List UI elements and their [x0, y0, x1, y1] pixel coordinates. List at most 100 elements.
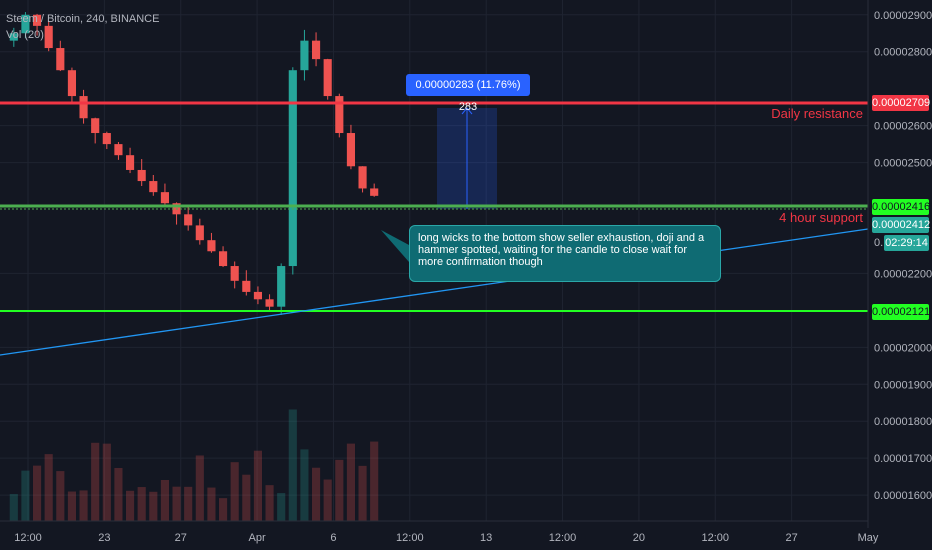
volume-bar	[125, 490, 135, 521]
four-hour-support-label: 4 hour support	[779, 210, 863, 225]
volume-bar	[102, 443, 111, 521]
candle-body	[346, 133, 356, 167]
daily-resistance-price-badge: 0.00002709	[872, 95, 931, 111]
volume-bar	[311, 467, 321, 521]
candle-body	[56, 48, 65, 71]
volume-bar	[335, 459, 344, 521]
volume-bar	[207, 487, 216, 521]
time-tick-label: 12:00	[396, 532, 424, 544]
volume-bar	[277, 493, 286, 521]
price-scale[interactable]: 0.00002900 0.00002800 0.00002600 0.00002500…	[874, 10, 932, 502]
obscured-price-tick: 0.	[874, 237, 884, 249]
time-tick-label: 12:00	[702, 532, 730, 544]
volume-bar	[288, 409, 297, 521]
candle-body	[91, 118, 100, 134]
time-tick-label: 20	[633, 532, 645, 544]
candle-body	[277, 266, 286, 307]
time-tick-label: Apr	[249, 532, 266, 544]
price-tick-label: 0.00001600	[874, 490, 932, 502]
volume-bar	[218, 498, 228, 521]
measure-label: 0.00000283 (11.76%) 283	[406, 74, 530, 113]
time-tick-label: 12:00	[549, 532, 577, 544]
price-tick-label: 0.00002800	[874, 47, 932, 59]
volume-bar	[160, 479, 170, 521]
candle-body	[242, 280, 251, 292]
volume-bar	[265, 485, 274, 521]
volume-indicator-title[interactable]: Vol (20)	[6, 29, 44, 41]
time-tick-label: 27	[786, 532, 798, 544]
candle-body	[32, 14, 42, 26]
candles	[9, 12, 379, 315]
volume-bar	[79, 490, 88, 521]
volume-bar	[67, 491, 77, 521]
volume-bar	[370, 441, 379, 521]
volume-bar	[9, 494, 18, 521]
price-tick-label: 0.00001800	[874, 416, 932, 428]
volume-bar	[21, 470, 30, 521]
time-scale[interactable]: 12:00 23 27 Apr 6 12:00 13 12:00 20 12:00 27 May	[14, 532, 879, 544]
candle-body	[230, 266, 239, 281]
candle-body	[265, 299, 274, 307]
price-tick-label: 0.00002500	[874, 158, 932, 170]
price-tick-label: 0.00002900	[874, 10, 932, 22]
symbol-title[interactable]: Steem / Bitcoin, 240, BINANCE	[6, 13, 160, 25]
volume-bar	[230, 462, 239, 521]
candle-body	[125, 155, 135, 170]
time-tick-label: 23	[98, 532, 110, 544]
four-hour-support-price-badge: 0.00002416	[872, 199, 931, 215]
candle-body	[149, 181, 158, 193]
price-tick-label: 0.00002200	[874, 268, 932, 280]
measure-arrow-head	[461, 107, 473, 115]
time-tick-label: 27	[175, 532, 187, 544]
candle-body	[137, 169, 146, 182]
candle-body	[21, 14, 30, 34]
candle-body	[358, 166, 367, 189]
candle-body	[300, 40, 309, 71]
volume-bar	[56, 471, 65, 521]
candle-body	[195, 225, 204, 241]
price-tick-label: 0.00002000	[874, 342, 932, 354]
candle-body	[311, 40, 321, 60]
volume-bar	[300, 449, 309, 521]
volume-bar	[172, 486, 181, 521]
candle-body	[323, 59, 332, 97]
volume-bar	[32, 465, 42, 521]
candle-body	[67, 70, 77, 97]
volume-bar	[242, 474, 251, 521]
price-tick-label: 0.00001700	[874, 453, 932, 465]
volume-bars	[9, 409, 379, 521]
candle-body	[114, 144, 123, 156]
volume-bar	[91, 442, 100, 521]
candle-countdown-badge: 02:29:14	[884, 235, 929, 251]
time-tick-label: 13	[480, 532, 492, 544]
candle-body	[79, 96, 88, 119]
volume-bar	[137, 487, 146, 521]
last-price-badge: 0.00002412	[872, 217, 931, 233]
price-tick-label: 0.00002600	[874, 121, 932, 133]
annotation-callout[interactable]: long wicks to the bottom show seller exh…	[409, 225, 721, 282]
volume-bar	[114, 467, 123, 521]
volume-bar	[323, 479, 332, 521]
candle-body	[207, 240, 216, 252]
lower-support-price-badge: 0.00002121	[872, 304, 931, 320]
candle-body	[218, 251, 228, 267]
time-tick-label: 12:00	[14, 532, 42, 544]
volume-bar	[195, 455, 204, 521]
candle-body	[288, 70, 297, 267]
volume-bar	[149, 491, 158, 521]
price-tick-label: 0.00001900	[874, 379, 932, 391]
candle-body	[102, 133, 111, 145]
candle-body	[253, 291, 263, 300]
trendline[interactable]	[0, 228, 869, 356]
volume-bar	[184, 486, 193, 521]
volume-bar	[253, 450, 263, 521]
time-tick-label: 6	[330, 532, 336, 544]
annotation-pointer	[381, 230, 409, 262]
candle-body	[160, 192, 170, 204]
volume-bar	[346, 443, 356, 521]
volume-bar	[358, 465, 367, 521]
candle-body	[44, 25, 53, 49]
time-tick-label: May	[858, 532, 879, 544]
daily-resistance-label: Daily resistance	[771, 106, 863, 121]
candle-body	[370, 188, 379, 196]
